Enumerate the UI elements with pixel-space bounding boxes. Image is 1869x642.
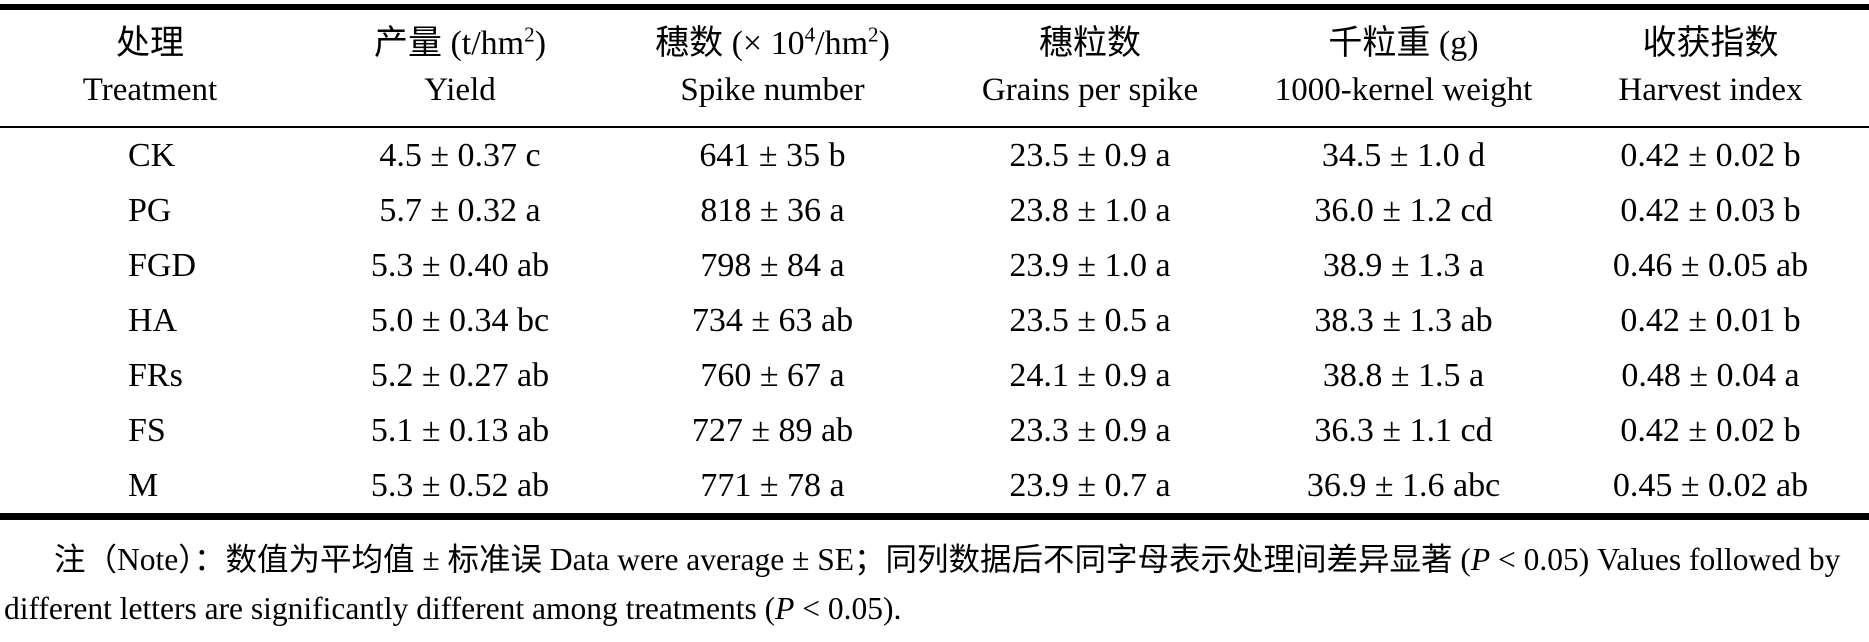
cell-treatment: HA [128, 301, 178, 339]
superscript: 4 [804, 22, 816, 47]
cell-yield: 5.3 ± 0.40 ab [370, 246, 550, 284]
cell-harvest-index: 0.42 ± 0.02 b [1620, 411, 1801, 449]
cell-treatment: M [128, 466, 159, 504]
treatment-results-table: 处理 Treatment 产量 (t/hm2) Yield 穗数 (× 104/… [0, 4, 1869, 520]
cell-spike-number: 798 ± 84 a [700, 246, 845, 284]
col-header-kernel-weight: 千粒重 (g) 1000-kernel weight [1255, 7, 1552, 128]
col-header-spike-number: 穗数 (× 104/hm2) Spike number [620, 7, 925, 128]
table-body: CK 4.5 ± 0.37 c 641 ± 35 b 23.5 ± 0.9 a … [0, 127, 1869, 517]
cell-treatment: FGD [128, 246, 197, 284]
superscript: 2 [524, 22, 535, 47]
col-header-treatment-cn: 处理 [116, 25, 184, 62]
cell-spike-number: 818 ± 36 a [700, 191, 845, 229]
cell-grains-per-spike: 23.5 ± 0.9 a [1009, 136, 1171, 174]
cell-kernel-weight: 38.3 ± 1.3 ab [1314, 301, 1493, 339]
cell-grains-per-spike: 23.8 ± 1.0 a [1009, 191, 1171, 229]
cell-yield: 5.3 ± 0.52 ab [370, 466, 550, 504]
cell-kernel-weight: 34.5 ± 1.0 d [1321, 136, 1486, 174]
note-text: < 0.05). [794, 591, 902, 626]
col-header-grains-per-spike-cn: 穗粒数 [1039, 25, 1141, 62]
cell-yield: 4.5 ± 0.37 c [379, 136, 541, 174]
cell-grains-per-spike: 24.1 ± 0.9 a [1009, 356, 1171, 394]
cell-kernel-weight: 38.8 ± 1.5 a [1322, 356, 1485, 394]
table-row: PG 5.7 ± 0.32 a 818 ± 36 a 23.8 ± 1.0 a … [0, 183, 1869, 238]
col-header-treatment-en: Treatment [82, 72, 218, 108]
note-text: < 0.05) Values followed by different let… [4, 542, 1841, 626]
cell-harvest-index: 0.48 ± 0.04 a [1621, 356, 1800, 394]
note-text: 注（Note）：数值为平均值 ± 标准误 Data were average ±… [54, 542, 1471, 577]
col-header-grains-per-spike: 穗粒数 Grains per spike [925, 7, 1255, 128]
cell-spike-number: 734 ± 63 ab [691, 301, 854, 339]
table-row: CK 4.5 ± 0.37 c 641 ± 35 b 23.5 ± 0.9 a … [0, 127, 1869, 183]
cell-harvest-index: 0.45 ± 0.02 ab [1612, 466, 1809, 504]
cell-kernel-weight: 36.9 ± 1.6 abc [1306, 466, 1501, 504]
cell-yield: 5.2 ± 0.27 ab [370, 356, 550, 394]
col-header-yield: 产量 (t/hm2) Yield [300, 7, 620, 128]
cell-yield: 5.1 ± 0.13 ab [370, 411, 550, 449]
col-header-spike-number-cn: 穗数 (× 104/hm2) [655, 22, 890, 62]
p-value-symbol: P [1470, 542, 1491, 577]
cell-spike-number: 771 ± 78 a [700, 466, 845, 504]
cell-harvest-index: 0.46 ± 0.05 ab [1612, 246, 1809, 284]
cell-harvest-index: 0.42 ± 0.03 b [1620, 191, 1801, 229]
table-row: M 5.3 ± 0.52 ab 771 ± 78 a 23.9 ± 0.7 a … [0, 458, 1869, 517]
col-header-harvest-index-cn: 收获指数 [1642, 25, 1779, 62]
cell-treatment: FS [128, 411, 166, 449]
table-row: FRs 5.2 ± 0.27 ab 760 ± 67 a 24.1 ± 0.9 … [0, 348, 1869, 403]
cell-spike-number: 760 ± 67 a [700, 356, 845, 394]
table-row: HA 5.0 ± 0.34 bc 734 ± 63 ab 23.5 ± 0.5 … [0, 293, 1869, 348]
col-header-spike-number-en: Spike number [680, 72, 865, 108]
cell-yield: 5.7 ± 0.32 a [379, 191, 541, 229]
cell-grains-per-spike: 23.3 ± 0.9 a [1009, 411, 1171, 449]
cell-harvest-index: 0.42 ± 0.01 b [1620, 301, 1801, 339]
cell-kernel-weight: 38.9 ± 1.3 a [1322, 246, 1485, 284]
header-row: 处理 Treatment 产量 (t/hm2) Yield 穗数 (× 104/… [0, 7, 1869, 128]
cell-grains-per-spike: 23.5 ± 0.5 a [1009, 301, 1171, 339]
table-header: 处理 Treatment 产量 (t/hm2) Yield 穗数 (× 104/… [0, 7, 1869, 128]
col-header-yield-en: Yield [424, 72, 496, 108]
col-header-grains-per-spike-en: Grains per spike [981, 72, 1199, 108]
table-note: 注（Note）：数值为平均值 ± 标准误 Data were average ±… [4, 535, 1865, 633]
p-value-symbol: P [775, 591, 795, 626]
cell-treatment: CK [128, 136, 176, 174]
cell-kernel-weight: 36.3 ± 1.1 cd [1314, 411, 1493, 449]
cell-kernel-weight: 36.0 ± 1.2 cd [1314, 191, 1493, 229]
col-header-kernel-weight-en: 1000-kernel weight [1274, 72, 1533, 108]
col-header-kernel-weight-cn: 千粒重 (g) [1328, 25, 1479, 62]
col-header-harvest-index-en: Harvest index [1618, 72, 1803, 108]
cell-grains-per-spike: 23.9 ± 0.7 a [1009, 466, 1171, 504]
cell-spike-number: 727 ± 89 ab [691, 411, 854, 449]
cell-yield: 5.0 ± 0.34 bc [370, 301, 550, 339]
cell-spike-number: 641 ± 35 b [699, 136, 846, 174]
col-header-harvest-index: 收获指数 Harvest index [1552, 7, 1869, 128]
col-header-treatment: 处理 Treatment [0, 7, 300, 128]
superscript: 2 [868, 22, 879, 47]
cell-harvest-index: 0.42 ± 0.02 b [1620, 136, 1801, 174]
table-row: FS 5.1 ± 0.13 ab 727 ± 89 ab 23.3 ± 0.9 … [0, 403, 1869, 458]
cell-treatment: PG [128, 191, 172, 229]
table-row: FGD 5.3 ± 0.40 ab 798 ± 84 a 23.9 ± 1.0 … [0, 238, 1869, 293]
cell-grains-per-spike: 23.9 ± 1.0 a [1009, 246, 1171, 284]
cell-treatment: FRs [128, 356, 183, 394]
col-header-yield-cn: 产量 (t/hm2) [373, 22, 547, 62]
